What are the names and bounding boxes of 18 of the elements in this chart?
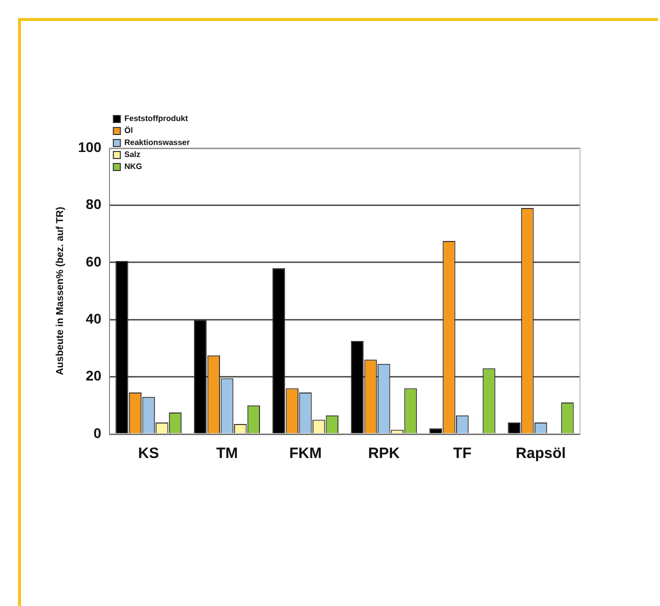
y-tick-label: 80 — [86, 196, 102, 212]
x-tick-label: TF — [453, 445, 472, 462]
legend-label: Reaktionswasser — [124, 138, 190, 148]
y-tick-label: 60 — [86, 253, 102, 270]
legend-label: NKG — [124, 162, 142, 172]
y-tick-label: 40 — [86, 310, 102, 326]
legend-label: Öl — [124, 126, 133, 136]
x-tick-label: KS — [138, 445, 159, 462]
legend-label: Salz — [124, 150, 140, 160]
x-tick-label: Rapsöl — [516, 445, 566, 462]
y-tick-label: 0 — [94, 424, 102, 441]
y-tick-label: 20 — [86, 368, 102, 384]
y-axis-title: Ausbeute in Massen% (bez. auf TR) — [54, 206, 66, 376]
legend-label: Feststoffprodukt — [124, 114, 188, 124]
x-tick-label: RPK — [368, 445, 400, 462]
x-tick-label: FKM — [289, 445, 322, 462]
x-tick-label: TM — [216, 445, 238, 462]
y-tick-label: 100 — [78, 138, 102, 155]
